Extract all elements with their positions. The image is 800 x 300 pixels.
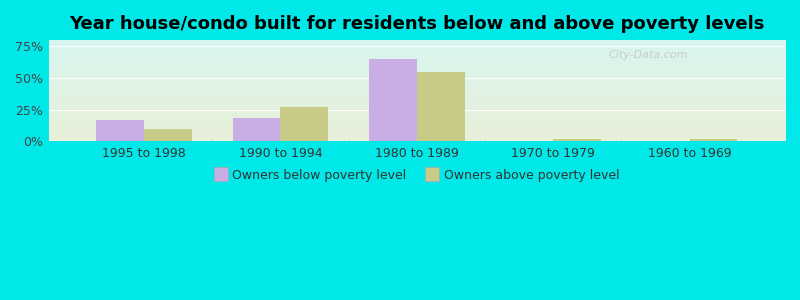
Bar <box>280 107 328 141</box>
Bar <box>144 128 192 141</box>
Legend: Owners below poverty level, Owners above poverty level: Owners below poverty level, Owners above… <box>209 164 625 188</box>
Bar <box>96 120 144 141</box>
Bar <box>233 118 280 141</box>
Title: Year house/condo built for residents below and above poverty levels: Year house/condo built for residents bel… <box>69 15 765 33</box>
Bar <box>553 139 601 141</box>
Bar <box>417 72 465 141</box>
Text: City-Data.com: City-Data.com <box>608 50 688 60</box>
Bar <box>690 139 738 141</box>
Bar <box>369 59 417 141</box>
